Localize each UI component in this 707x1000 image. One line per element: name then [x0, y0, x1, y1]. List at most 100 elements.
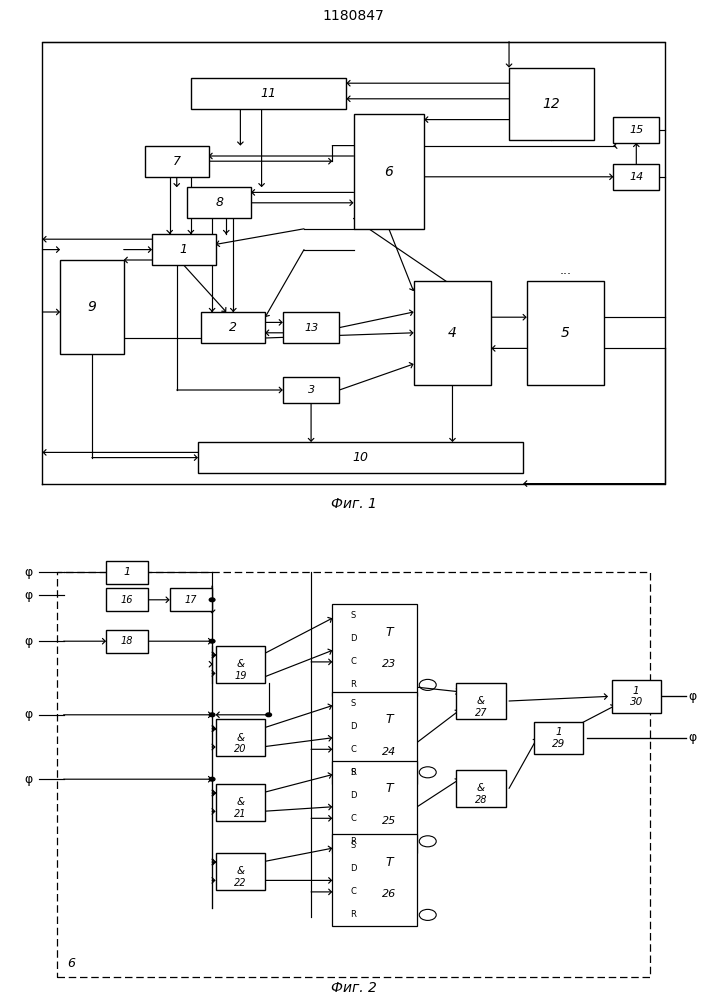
Text: 4: 4	[448, 326, 457, 340]
Text: 22: 22	[234, 878, 247, 888]
Text: 9: 9	[88, 300, 96, 314]
Bar	[152, 234, 216, 265]
Text: 28: 28	[474, 795, 487, 805]
Text: 21: 21	[234, 809, 247, 819]
Bar	[106, 630, 148, 653]
Text: S: S	[351, 841, 356, 850]
Text: 20: 20	[234, 744, 247, 754]
Text: 6: 6	[385, 165, 393, 179]
Circle shape	[209, 639, 215, 643]
Text: 6: 6	[67, 957, 75, 970]
Text: C: C	[351, 657, 356, 666]
Text: φ: φ	[24, 635, 33, 648]
Text: &: &	[236, 797, 245, 807]
Text: C: C	[351, 745, 356, 754]
Text: 27: 27	[474, 708, 487, 717]
Text: S: S	[351, 699, 356, 708]
Text: D: D	[350, 634, 357, 643]
Text: φ: φ	[689, 731, 697, 744]
Text: D: D	[350, 722, 357, 731]
Circle shape	[209, 777, 215, 781]
Bar	[201, 312, 265, 343]
Text: &: &	[236, 659, 245, 669]
Text: 1
29: 1 29	[552, 727, 565, 749]
Text: 5: 5	[561, 326, 570, 340]
Text: 17: 17	[185, 595, 197, 605]
Bar	[145, 146, 209, 177]
Text: 14: 14	[629, 172, 643, 182]
Text: φ: φ	[24, 566, 33, 579]
Bar	[332, 834, 417, 926]
Text: φ: φ	[689, 690, 697, 703]
Text: C: C	[351, 887, 356, 896]
Bar	[283, 377, 339, 403]
Text: D: D	[350, 791, 357, 800]
Text: T: T	[385, 626, 392, 638]
Text: Фиг. 2: Фиг. 2	[331, 981, 376, 995]
Bar	[332, 761, 417, 853]
Text: 13: 13	[304, 323, 318, 333]
Bar	[612, 680, 661, 712]
Bar	[614, 117, 660, 143]
Text: 1: 1	[124, 567, 131, 577]
Text: 16: 16	[121, 595, 134, 605]
Text: 15: 15	[629, 125, 643, 135]
Bar	[614, 164, 660, 190]
Bar	[456, 683, 506, 719]
Text: 7: 7	[173, 155, 181, 168]
Text: 23: 23	[382, 659, 396, 669]
Circle shape	[209, 713, 215, 717]
Text: S: S	[351, 768, 356, 777]
Text: 8: 8	[215, 196, 223, 209]
Text: T: T	[385, 713, 392, 726]
Bar	[191, 78, 346, 109]
Text: R: R	[351, 837, 356, 846]
Text: 25: 25	[382, 816, 396, 826]
Circle shape	[209, 598, 215, 602]
Bar	[534, 722, 583, 754]
Text: 2: 2	[229, 321, 238, 334]
Text: T: T	[385, 855, 392, 868]
Text: &: &	[236, 733, 245, 743]
Text: R: R	[351, 768, 356, 777]
Text: 11: 11	[261, 87, 276, 100]
Text: 18: 18	[121, 636, 134, 646]
Text: ...: ...	[560, 264, 571, 277]
Text: T: T	[385, 782, 392, 795]
Text: &: &	[236, 866, 245, 876]
Text: 12: 12	[542, 97, 561, 111]
Text: S: S	[351, 611, 356, 620]
Bar	[216, 646, 265, 683]
Bar	[509, 68, 594, 140]
Bar	[187, 187, 251, 218]
Text: C: C	[351, 814, 356, 823]
Text: 1: 1	[180, 243, 188, 256]
Text: &: &	[477, 783, 485, 793]
Bar	[527, 281, 604, 385]
Text: &: &	[477, 696, 485, 706]
Circle shape	[266, 713, 271, 717]
Bar	[456, 770, 506, 807]
Text: Фиг. 1: Фиг. 1	[331, 497, 376, 511]
Bar	[198, 442, 523, 473]
Bar	[170, 588, 212, 611]
Bar	[414, 281, 491, 385]
Text: 26: 26	[382, 889, 396, 899]
Bar	[332, 692, 417, 784]
Bar	[216, 719, 265, 756]
Bar	[106, 561, 148, 584]
Bar	[57, 572, 650, 977]
Text: 24: 24	[382, 747, 396, 757]
Text: D: D	[350, 864, 357, 873]
Bar	[60, 260, 124, 354]
Bar	[354, 114, 424, 229]
Bar	[106, 588, 148, 611]
Text: 3: 3	[308, 385, 315, 395]
Text: φ: φ	[24, 708, 33, 721]
Text: 19: 19	[234, 671, 247, 681]
Text: R: R	[351, 680, 356, 689]
Text: 1
30: 1 30	[630, 686, 643, 707]
Text: 10: 10	[353, 451, 368, 464]
Bar	[216, 853, 265, 890]
Text: φ: φ	[24, 773, 33, 786]
